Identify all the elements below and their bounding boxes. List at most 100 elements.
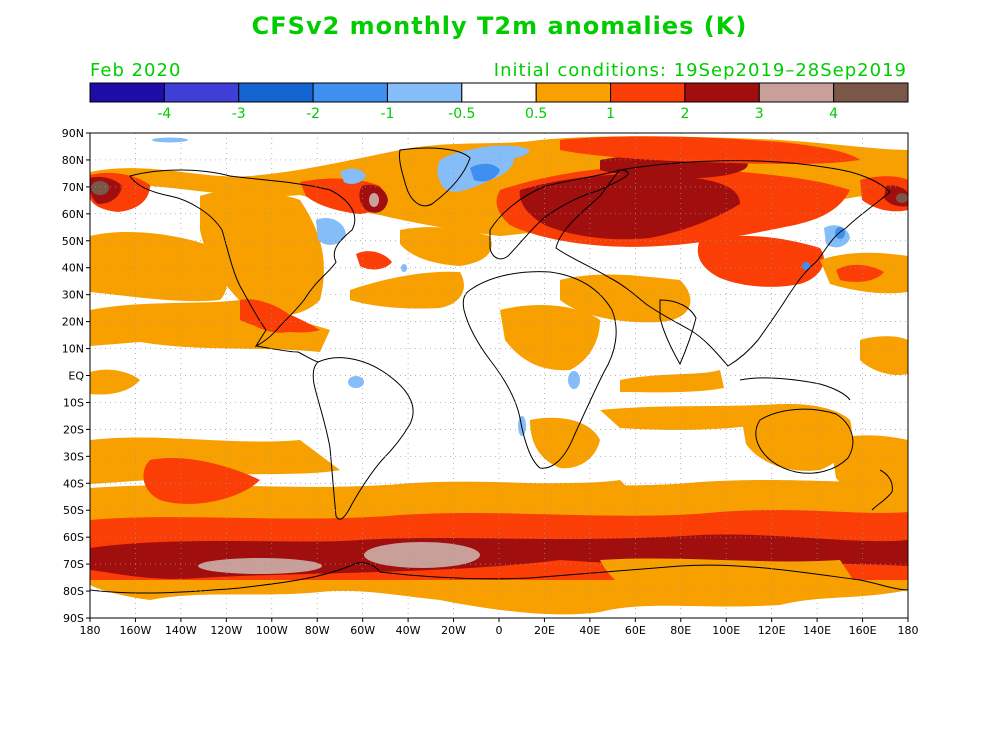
colorbar-labels: -4 -3 -2 -1 -0.5 0.5 1 2 3 4 <box>157 106 838 122</box>
colorbar-bin <box>758 82 835 103</box>
lon-label: 80E <box>670 624 691 637</box>
lat-label: 20N <box>62 316 84 329</box>
lon-label: 40W <box>396 624 421 637</box>
indian-ocean-orange-2 <box>620 370 724 393</box>
north-pacific-orange <box>90 231 228 302</box>
east-africa-blue <box>568 371 580 389</box>
lon-label: 100W <box>256 624 288 637</box>
far-east-brown <box>896 193 908 203</box>
colorbar-bin <box>89 82 165 103</box>
colorbar-tick-label: 4 <box>829 106 838 122</box>
lat-label: 60N <box>62 208 84 221</box>
mexico-red <box>240 299 300 333</box>
lat-label: 90N <box>62 127 84 140</box>
new-zealand-coast <box>871 469 893 511</box>
lon-label: 80W <box>305 624 330 637</box>
colorbar-bin <box>535 82 612 103</box>
lon-label: 0 <box>496 624 503 637</box>
lat-label: 40S <box>63 477 84 490</box>
japan-blue <box>802 262 810 270</box>
lon-label: 160W <box>120 624 152 637</box>
coastlines <box>90 147 908 594</box>
greenland-blue-dark <box>470 163 500 182</box>
africa-coast <box>462 271 617 469</box>
europe-coast <box>489 169 629 260</box>
lat-label: 20S <box>63 423 84 436</box>
west-pacific-orange <box>860 336 908 376</box>
colorbar-tick-label: 0.5 <box>525 106 547 122</box>
asia-coast <box>555 160 891 367</box>
lon-label: 120E <box>758 624 786 637</box>
colorbar-bin <box>163 82 240 103</box>
lat-label: 80N <box>62 154 84 167</box>
lat-label: 70S <box>63 558 84 571</box>
arctic-canada-blue <box>340 168 366 184</box>
lat-label: 30N <box>62 289 84 302</box>
colorbar-bin <box>386 82 463 103</box>
colorbar-tick-label: 1 <box>606 106 615 122</box>
colorbar-tick-label: -2 <box>306 106 320 122</box>
antarctica-white <box>90 585 908 618</box>
amazon-blue <box>348 376 364 388</box>
tropical-pacific-orange <box>90 369 140 395</box>
east-canada-blue <box>316 217 346 245</box>
colorbar-bin <box>684 82 760 103</box>
lon-label: 120W <box>210 624 242 637</box>
antarctic-pink-center <box>364 542 480 568</box>
north-america-coast <box>129 169 356 348</box>
australia-coast <box>755 408 854 474</box>
lat-label: 30S <box>63 450 84 463</box>
lon-label: 100E <box>712 624 740 637</box>
north-america-orange <box>200 190 324 316</box>
initial-conditions-label: Initial conditions: 19Sep2019–28Sep2019 <box>493 60 907 81</box>
anomaly-field <box>90 133 908 618</box>
lat-label: 90S <box>63 612 84 625</box>
lon-label: 20W <box>441 624 466 637</box>
lat-label: 10N <box>62 343 84 356</box>
greenland-coast <box>399 147 471 207</box>
lat-label: 10S <box>63 396 84 409</box>
lon-label: 140E <box>803 624 831 637</box>
tasman-orange <box>830 435 908 501</box>
forecast-month-label: Feb 2020 <box>90 60 182 81</box>
australia-orange <box>740 404 852 471</box>
chart-title: CFSv2 monthly T2m anomalies (K) <box>251 12 748 40</box>
colorbar <box>89 82 909 103</box>
antarctic-pink-west <box>198 558 322 574</box>
east-us-red <box>356 251 392 270</box>
arctic-top-blue <box>152 137 188 143</box>
colorbar-tick-label: 2 <box>680 106 689 122</box>
north-atlantic-blue <box>470 145 530 159</box>
russia-darkred <box>519 173 740 240</box>
antarctica-coast <box>90 562 908 594</box>
central-america-coast <box>255 345 319 363</box>
south-atlantic-orange <box>460 480 640 505</box>
lon-label: 180 <box>898 624 919 637</box>
south-america-coast <box>312 357 414 520</box>
lon-label: 60W <box>350 624 375 637</box>
colorbar-bin <box>461 82 537 103</box>
axis-labels: 90N 80N 70N 60N 50N 40N 30N 20N 10N EQ 10S 20S 30S 40… <box>62 127 919 637</box>
gridlines <box>90 133 908 618</box>
lat-label: 60S <box>63 531 84 544</box>
colorbar-bin <box>312 82 388 103</box>
kamchatka-blue-dark <box>835 227 845 239</box>
lon-label: 160E <box>849 624 877 637</box>
atlantic-blue-dot <box>401 264 407 272</box>
lon-label: 140W <box>165 624 197 637</box>
indonesia-coast <box>739 377 851 401</box>
lon-label: 40E <box>579 624 600 637</box>
south-pacific-red <box>143 458 260 504</box>
alaska-brown <box>91 181 109 195</box>
east-asia-red <box>697 235 824 287</box>
lat-label: 40N <box>62 262 84 275</box>
colorbar-tick-label: -4 <box>157 106 171 122</box>
atlantic-orange <box>400 227 492 266</box>
lat-label: EQ <box>68 370 84 383</box>
colorbar-tick-label: -3 <box>232 106 246 122</box>
lat-label: 70N <box>62 181 84 194</box>
lon-label: 20E <box>534 624 555 637</box>
colorbar-bin <box>610 82 686 103</box>
antarctica-orange-patch <box>600 558 860 600</box>
north-pacific-red-east <box>836 264 884 282</box>
